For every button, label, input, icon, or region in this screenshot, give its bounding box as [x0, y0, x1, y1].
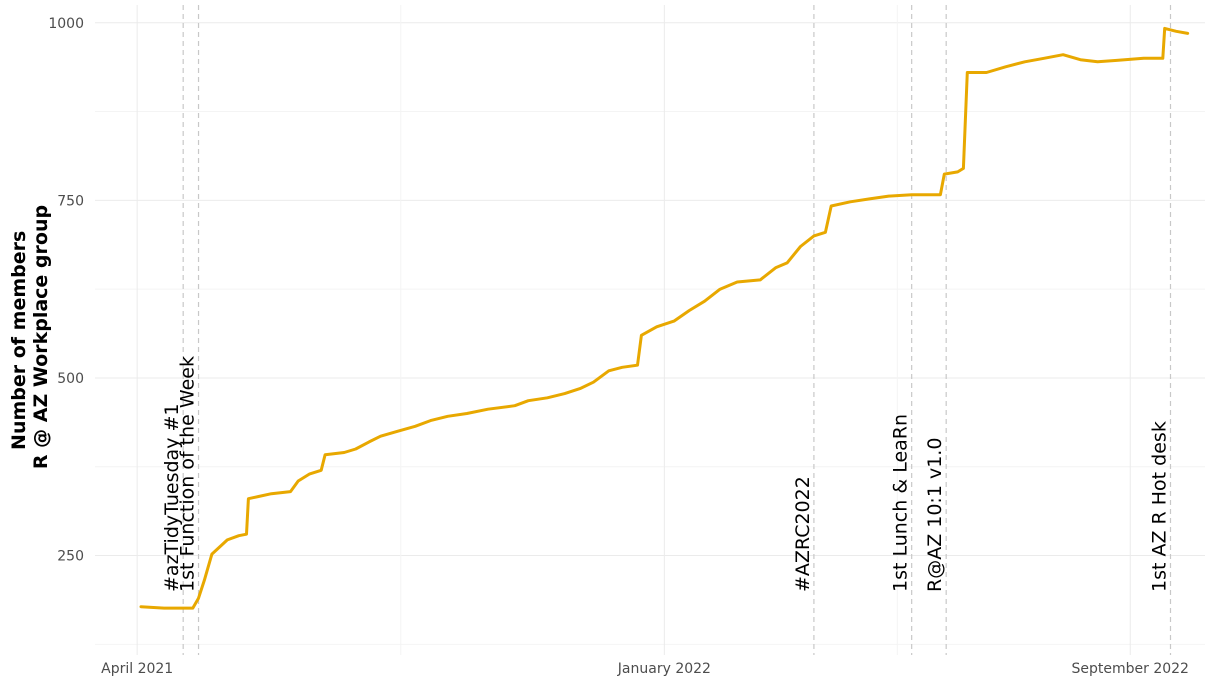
x-tick-label: January 2022 — [617, 661, 711, 677]
grid-lines — [95, 5, 1205, 655]
event-marker-lines — [182, 5, 1172, 655]
y-axis-title: Number of members R @ AZ Workplace group — [8, 205, 52, 469]
y-axis-title-line-2: R @ AZ Workplace group — [30, 205, 52, 469]
x-axis-ticks: April 2021 January 2022 September 2022 — [101, 661, 1189, 677]
y-axis-title-line-1: Number of members — [8, 231, 30, 450]
x-tick-label: April 2021 — [101, 661, 173, 677]
event-label: 1st Function of the Week — [177, 356, 199, 592]
event-label: #AZRC2022 — [792, 476, 814, 592]
y-tick-label: 500 — [57, 371, 84, 387]
members-series-line — [139, 26, 1190, 610]
x-tick-label: September 2022 — [1071, 661, 1188, 677]
event-label: 1st Lunch & LeaRn — [890, 414, 912, 592]
y-tick-label: 250 — [57, 549, 84, 565]
series-group — [139, 26, 1190, 610]
y-axis-ticks: 250 500 750 1000 — [48, 16, 84, 565]
event-label: R@AZ 10:1 v1.0 — [924, 438, 946, 592]
event-label: 1st AZ R Hot desk — [1148, 421, 1170, 592]
y-tick-label: 750 — [57, 193, 84, 209]
event-label: #azTidyTuesday #1 — [161, 404, 183, 593]
y-tick-label: 1000 — [48, 16, 84, 32]
